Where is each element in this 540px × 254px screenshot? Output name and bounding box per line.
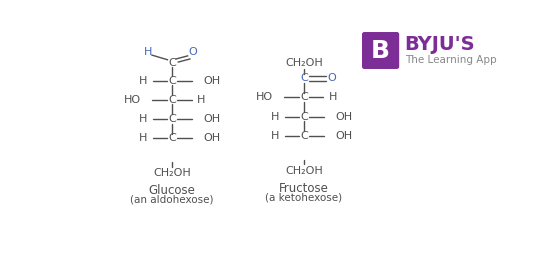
Text: OH: OH <box>335 112 352 122</box>
Text: OH: OH <box>203 133 220 143</box>
Text: OH: OH <box>203 75 220 86</box>
Text: O: O <box>188 47 197 57</box>
Text: (an aldohexose): (an aldohexose) <box>130 195 214 205</box>
Text: Glucose: Glucose <box>148 184 195 197</box>
Text: C: C <box>300 131 308 141</box>
Text: (a ketohexose): (a ketohexose) <box>265 193 342 203</box>
Text: OH: OH <box>335 131 352 141</box>
Text: HO: HO <box>256 92 273 102</box>
Text: C: C <box>168 75 176 86</box>
Text: H: H <box>139 75 147 86</box>
Text: C: C <box>168 58 176 68</box>
Text: The Learning App: The Learning App <box>404 55 496 65</box>
Text: H: H <box>271 112 279 122</box>
Text: O: O <box>327 73 336 83</box>
Text: H: H <box>144 47 152 57</box>
Text: H: H <box>139 133 147 143</box>
Text: OH: OH <box>203 114 220 124</box>
Text: Fructose: Fructose <box>279 182 329 195</box>
Text: C: C <box>168 133 176 143</box>
Text: CH₂OH: CH₂OH <box>153 168 191 178</box>
Text: CH₂OH: CH₂OH <box>285 58 323 68</box>
Text: B: B <box>371 39 390 62</box>
Text: CH₂OH: CH₂OH <box>285 166 323 176</box>
Text: C: C <box>300 112 308 122</box>
Text: C: C <box>300 92 308 102</box>
Text: HO: HO <box>124 95 141 105</box>
FancyBboxPatch shape <box>362 32 399 69</box>
Text: H: H <box>197 95 205 105</box>
Text: C: C <box>168 114 176 124</box>
Text: H: H <box>329 92 337 102</box>
Text: C: C <box>168 95 176 105</box>
Text: C: C <box>300 73 308 83</box>
Text: H: H <box>139 114 147 124</box>
Text: H: H <box>271 131 279 141</box>
Text: BYJU'S: BYJU'S <box>404 35 475 54</box>
